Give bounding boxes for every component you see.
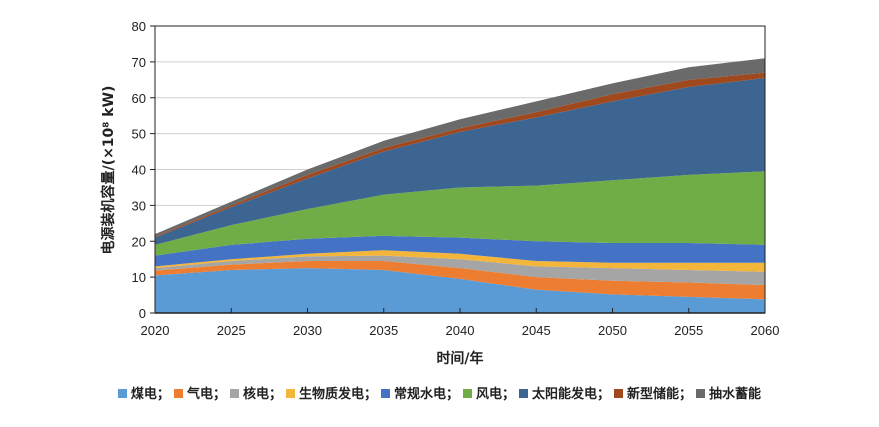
legend-item: 抽水蓄能	[696, 383, 761, 402]
legend-label: 气电；	[186, 387, 226, 402]
legend-item: 生物质发电；	[285, 383, 377, 402]
legend-swatch	[519, 389, 529, 398]
legend-label: 生物质发电；	[298, 387, 377, 402]
y-tick-label: 40	[132, 163, 146, 178]
legend: 煤电； 气电； 核电； 生物质发电； 常规水电； 风电； 太阳能发电； 新型储能； 抽水蓄能	[0, 383, 879, 402]
y-tick-labels: 0 10 20 30 40 50 60 70 80	[132, 19, 146, 321]
y-tick-label: 10	[132, 270, 146, 285]
y-tick-label: 0	[139, 306, 146, 321]
legend-label: 太阳能发电；	[532, 387, 611, 402]
legend-item: 太阳能发电；	[519, 383, 610, 402]
legend-swatch	[463, 389, 472, 398]
legend-swatch	[173, 389, 183, 398]
y-axis-title: 电源装机容量/(×10⁸ kW)	[100, 86, 117, 255]
x-tick-labels: 2020 2025 2030 2035 2040 2045 2050 2055 2060	[141, 323, 780, 338]
area-series-5	[155, 171, 765, 256]
y-tick-label: 30	[132, 198, 146, 213]
x-tick-label: 2030	[293, 323, 322, 338]
legend-label: 风电；	[476, 387, 516, 402]
x-tick-label: 2035	[369, 323, 398, 338]
area-series	[155, 58, 765, 313]
legend-item: 风电；	[463, 383, 515, 402]
x-tick-label: 2060	[751, 323, 780, 338]
legend-label: 抽水蓄能	[709, 387, 762, 402]
y-tick-label: 80	[132, 19, 146, 34]
x-tick-label: 2020	[141, 323, 170, 338]
y-tick-label: 60	[132, 91, 146, 106]
legend-label: 常规水电；	[393, 387, 459, 402]
legend-item: 核电；	[229, 383, 282, 402]
legend-label: 新型储能；	[627, 387, 693, 402]
legend-swatch	[285, 389, 295, 398]
area-series-3	[155, 250, 765, 272]
legend-swatch	[117, 389, 127, 398]
legend-swatch	[380, 389, 390, 398]
y-tick-label: 20	[132, 234, 146, 249]
legend-item: 新型储能；	[614, 383, 692, 402]
x-tick-label: 2025	[217, 323, 246, 338]
area-series-0	[155, 268, 765, 313]
legend-item: 煤电；	[117, 383, 170, 402]
legend-item: 气电；	[173, 383, 226, 402]
y-tick-label: 50	[132, 127, 146, 142]
legend-item: 常规水电；	[380, 383, 459, 402]
x-tick-label: 2045	[522, 323, 551, 338]
area-series-1	[155, 260, 765, 300]
area-series-4	[155, 235, 765, 267]
x-tick-label: 2050	[598, 323, 627, 338]
x-tick-label: 2055	[674, 323, 703, 338]
x-tick-label: 2040	[446, 323, 475, 338]
legend-swatch	[696, 389, 706, 398]
legend-label: 煤电；	[130, 387, 170, 402]
legend-label: 核电；	[242, 387, 282, 402]
area-series-8	[155, 58, 765, 237]
area-series-2	[155, 255, 765, 286]
x-axis-title: 时间/年	[436, 350, 483, 367]
legend-swatch	[229, 389, 239, 398]
y-tick-label: 70	[132, 55, 146, 70]
legend-swatch	[614, 389, 624, 398]
area-series-6	[155, 78, 765, 245]
axes	[150, 25, 766, 314]
